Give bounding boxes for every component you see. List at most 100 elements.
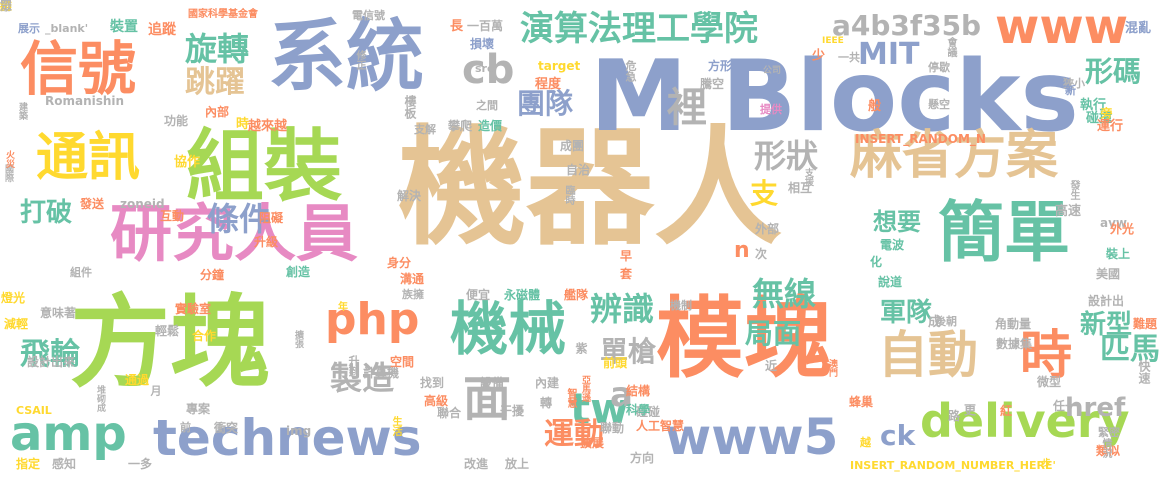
cloud-word-101: 電波 — [880, 238, 905, 252]
cloud-word-183: 快速 — [1137, 360, 1151, 384]
cloud-word-196: 扔 — [0, 0, 13, 13]
cloud-word-95: 高速 — [1055, 204, 1082, 219]
cloud-word-ck: ck — [880, 419, 916, 452]
cloud-word-romanishin: Romanishin — [45, 94, 125, 108]
cloud-word-179: 建築 — [17, 102, 27, 120]
cloud-word-0: 機器人 — [398, 114, 783, 263]
cloud-word-112: 便宜 — [466, 288, 491, 302]
cloud-word-174: 旁 — [1099, 107, 1113, 119]
cloud-word-href: href — [1065, 393, 1126, 423]
cloud-word-39: 單槍 — [600, 335, 657, 368]
cloud-word-193: 月 — [149, 385, 162, 396]
cloud-word-delivery: delivery — [920, 394, 1130, 448]
cloud-word-154: 更 — [964, 403, 977, 417]
cloud-word-123: 機制 — [670, 299, 692, 312]
cloud-word-43: 局面 — [745, 317, 802, 350]
cloud-word-65: 一共 — [838, 51, 860, 64]
cloud-word-180: 支援 — [803, 168, 813, 186]
cloud-word-33: 形狀 — [754, 137, 819, 175]
cloud-word-83: 懸空 — [928, 98, 950, 111]
cloud-word-insert-random-number-here: INSERT_RANDOM_NUMBER_HERE' — [850, 459, 1056, 472]
cloud-word-98: 升級 — [254, 235, 279, 249]
cloud-word-30: 運動 — [544, 417, 604, 452]
cloud-word-107: 分鐘 — [200, 268, 225, 282]
cloud-word-102: 化 — [870, 255, 883, 269]
cloud-word-cb: cb — [462, 47, 515, 93]
cloud-word-28: 製造 — [330, 359, 395, 397]
cloud-word-technews: technews — [153, 409, 422, 467]
cloud-word-src: src — [475, 62, 494, 75]
cloud-word-105: 美國 — [1096, 267, 1121, 281]
cloud-word-29: 飛輪 — [20, 337, 80, 372]
cloud-word-119: 意味著 — [40, 306, 77, 320]
cloud-word-127: 數據集 — [996, 337, 1033, 351]
cloud-word-190: 臨時 — [563, 185, 574, 205]
cloud-word-tw: tw — [570, 384, 629, 433]
cloud-word-113: 永磁體 — [504, 288, 541, 302]
cloud-word-151: 干擾 — [500, 404, 525, 418]
cloud-word-56: 長 — [450, 19, 464, 34]
cloud-word-135: 近 — [765, 359, 778, 373]
cloud-word-197: 維 — [0, 0, 13, 13]
cloud-word-amp: amp — [10, 406, 127, 462]
cloud-word-2: 方塊 — [70, 284, 270, 401]
cloud-word-153: 路 — [948, 409, 961, 423]
cloud-word-140: 找到 — [420, 376, 445, 390]
cloud-word-88: 自治 — [566, 163, 591, 177]
cloud-word-a: a — [610, 375, 633, 415]
cloud-word-insert-random-n: INSERT_RANDOM_N — [855, 132, 986, 146]
cloud-word-blank: _blank' — [45, 22, 89, 35]
cloud-word-150: 轉 — [540, 396, 553, 410]
cloud-word-161: 緊密 — [1098, 426, 1120, 439]
cloud-word-155: 紅 — [1000, 404, 1013, 418]
cloud-word-n: n — [734, 238, 750, 263]
cloud-word-139: 專案 — [186, 402, 211, 416]
cloud-word-img: img — [286, 424, 312, 438]
cloud-word-55: 電信號 — [352, 9, 385, 22]
cloud-word-175: 會議 — [945, 37, 956, 57]
cloud-word-18: 時 — [1020, 326, 1073, 386]
cloud-word-149: 聯合 — [437, 406, 462, 420]
cloud-word-89: 協作 — [174, 155, 201, 170]
cloud-word-csail: CSAIL — [16, 404, 52, 417]
cloud-word-www5: www5 — [665, 408, 839, 466]
cloud-word-75: 越來越 — [248, 119, 288, 134]
cloud-word-52: 追蹤 — [148, 22, 176, 38]
cloud-word-14: 機械 — [450, 295, 567, 363]
cloud-word-61: 程度 — [535, 77, 562, 92]
cloud-word-64: 公司 — [763, 66, 782, 76]
cloud-word-24: 跳躍 — [185, 65, 245, 100]
cloud-word-53: 裝置 — [110, 19, 138, 35]
cloud-word-79: 之間 — [476, 99, 498, 112]
cloud-word-m-blocks: M Blocks — [590, 40, 1079, 154]
cloud-word-167: 擴展 — [580, 436, 605, 450]
cloud-word-165: 改進 — [464, 457, 489, 471]
cloud-word-63: 騰空 — [700, 77, 725, 91]
cloud-word-137: 設計出來 — [27, 355, 76, 369]
cloud-word-97: 阻礙 — [259, 211, 284, 225]
cloud-word-a4b3f35b: a4b3f35b — [832, 9, 982, 42]
cloud-word-3: 模塊 — [656, 287, 833, 390]
cloud-word-192: 升到 — [347, 355, 360, 377]
cloud-word-69: 新 — [1065, 84, 1076, 97]
cloud-word-23: 旋轉 — [185, 30, 250, 68]
cloud-word-21: 面 — [463, 371, 512, 427]
cloud-word-144: 碰碰 — [636, 405, 661, 419]
cloud-word-191: 澳門 — [827, 359, 837, 377]
cloud-word-109: 身分 — [387, 256, 412, 270]
cloud-word-mit: MIT — [858, 37, 920, 72]
cloud-word-7: 簡單 — [938, 194, 1070, 271]
cloud-word-181: 發生 — [1068, 180, 1079, 200]
cloud-word-186: 情況 — [1100, 438, 1111, 458]
cloud-word-68: 狹小 — [1063, 77, 1085, 90]
cloud-word-5: 組裝 — [186, 122, 343, 212]
cloud-word-169: 越 — [860, 436, 871, 449]
cloud-word-163: 感知 — [52, 457, 77, 471]
cloud-word-35: 團隊 — [517, 87, 574, 120]
cloud-word-134: 前頭 — [603, 356, 628, 370]
cloud-word-67: 停歇 — [928, 61, 950, 74]
cloud-word-122: 艦隊 — [564, 288, 589, 302]
cloud-word-62: 方形 — [708, 59, 733, 73]
cloud-word-www: www — [995, 0, 1129, 55]
